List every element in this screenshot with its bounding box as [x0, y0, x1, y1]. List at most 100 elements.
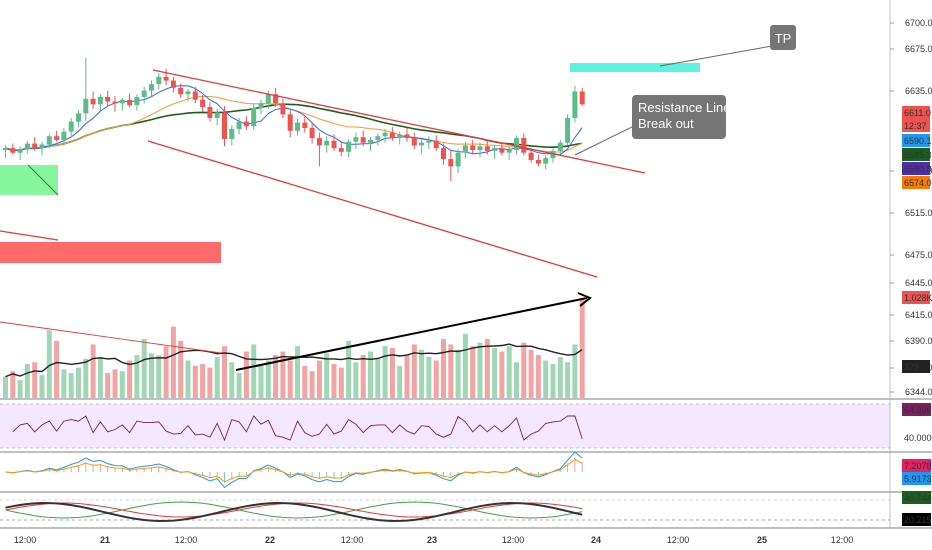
candle-body	[543, 158, 549, 164]
volume-bar	[90, 344, 96, 398]
candle-body	[353, 137, 359, 142]
volume-bar	[448, 344, 454, 398]
indicator-value-labels: 64.3969 40.0000 7.2078 5.9173 46.7440 20.2157	[902, 403, 932, 526]
volume-bar	[61, 369, 67, 398]
candle-body	[309, 128, 315, 139]
tp-pointer	[659, 45, 773, 67]
volume-down-trendline[interactable]	[0, 321, 222, 354]
candle-body	[411, 138, 417, 146]
volume-bar	[3, 376, 8, 398]
volume-bar	[477, 342, 483, 398]
candle-body	[258, 103, 264, 108]
candle-body	[404, 134, 410, 139]
candle-body	[134, 96, 140, 106]
support-zone-box[interactable]	[0, 165, 58, 195]
volume-up-arrow[interactable]	[235, 292, 592, 371]
price-badge-label: 6580.8	[904, 164, 932, 174]
price-axis[interactable]: 6700.06675.06635.06555.06515.06475.06445…	[890, 18, 932, 397]
main-pane-background	[0, 0, 890, 398]
volume-bar	[557, 356, 563, 398]
macd-line	[5, 451, 583, 489]
price-tick-label: 6515.0	[905, 208, 932, 218]
candle-body	[550, 150, 556, 159]
candle-body	[251, 107, 257, 127]
candle-body	[127, 99, 133, 106]
candle-body	[119, 99, 125, 104]
volume-bar	[316, 360, 322, 398]
old-trendline	[0, 230, 59, 241]
candle-body	[32, 143, 38, 149]
volume-bar	[360, 355, 366, 398]
volume-bar	[46, 330, 52, 398]
volume-bar	[24, 364, 30, 398]
candle-body	[448, 159, 454, 167]
volume-bar	[68, 373, 74, 398]
volume-bar	[207, 367, 213, 398]
candle-body	[397, 134, 403, 139]
candle-body	[462, 145, 468, 153]
volume-bar	[76, 367, 81, 398]
candle-body	[3, 148, 8, 150]
candle-body	[156, 76, 162, 85]
volume-bar	[492, 348, 498, 398]
tp-callout-box[interactable]	[770, 25, 796, 50]
indicator-value: 20.2157	[904, 515, 932, 525]
candle-body	[149, 84, 154, 91]
candle-body	[426, 140, 432, 143]
volume-bar	[105, 373, 111, 398]
time-tick-label: 12:00	[502, 535, 525, 545]
breakout-callout-box[interactable]	[632, 95, 726, 139]
tp-label: TP	[775, 31, 792, 46]
volume-bar	[368, 351, 373, 398]
volume-bar	[236, 373, 242, 398]
channel-lower-line[interactable]	[147, 140, 598, 278]
candle-body	[572, 91, 578, 118]
candle-body	[557, 142, 563, 151]
volume-bar	[243, 351, 249, 398]
volume-bar	[521, 342, 527, 398]
candle-body	[112, 101, 118, 104]
candle-body	[499, 148, 505, 153]
candle-body	[236, 121, 242, 129]
take-profit-zone[interactable]	[570, 63, 700, 72]
volume-bar	[397, 365, 403, 398]
supply-zone-box[interactable]	[0, 242, 221, 263]
price-badge-label: 6590.1	[904, 136, 932, 146]
ma-fast-line	[5, 85, 583, 156]
candle-body	[24, 143, 30, 150]
volume-bar	[287, 360, 293, 398]
indicator-badge	[902, 513, 931, 526]
volume-bar	[178, 340, 184, 398]
price-badge	[902, 148, 930, 161]
volume-bar	[273, 355, 279, 398]
volume-bar	[499, 351, 505, 398]
volume-bar	[251, 344, 257, 398]
time-tick-label: 24	[591, 535, 601, 545]
candle-body	[68, 121, 74, 132]
candle-body	[243, 121, 249, 127]
candle-body	[389, 132, 395, 139]
volume-bar	[265, 360, 271, 398]
price-badge-label: 6585.3	[904, 150, 932, 160]
time-axis[interactable]: 12:00 21 12:00 22 12:00 23 12:00 24 12:00 25 12:00	[14, 535, 854, 545]
channel-upper-line[interactable]	[152, 69, 646, 174]
volume-bar	[17, 380, 23, 398]
volume-bar	[579, 298, 585, 398]
volume-bar	[39, 374, 45, 398]
candle-body	[207, 107, 213, 118]
breakout-pointer	[574, 122, 641, 156]
volume-bar	[192, 365, 198, 398]
volume-bar	[141, 339, 147, 398]
candle-body	[433, 140, 439, 149]
candle-body	[484, 146, 490, 151]
time-tick-label: 21	[100, 535, 110, 545]
indicator-value: 64.3969	[904, 405, 932, 415]
candle-body	[316, 138, 322, 146]
volume-bar	[302, 365, 308, 398]
volume-bar	[229, 362, 235, 398]
price-badge	[902, 360, 930, 373]
candle-body	[178, 87, 184, 95]
volume-bar	[295, 346, 300, 398]
volume-bars	[3, 298, 585, 398]
